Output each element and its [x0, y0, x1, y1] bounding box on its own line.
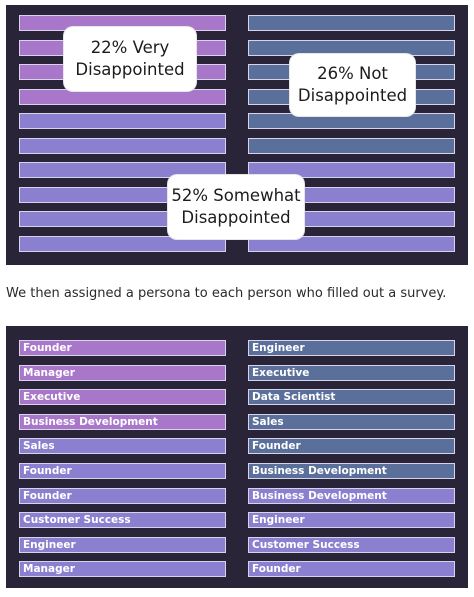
- persona-label: Business Development: [252, 489, 387, 502]
- persona-bar: Business Development: [19, 413, 226, 430]
- response-bar: [19, 162, 226, 178]
- persona-label: Founder: [23, 465, 72, 477]
- persona-bar: Engineer: [248, 512, 455, 529]
- persona-bar: Manager: [19, 561, 226, 578]
- persona-label: Business Development: [252, 465, 387, 477]
- left-persona-column: Founder Manager Executive Business Developm…: [19, 326, 226, 588]
- somewhat-disappointed-text: 52% Somewhat Disappointed: [171, 186, 301, 227]
- persona-label: Engineer: [252, 514, 305, 527]
- persona-label: Founder: [252, 440, 301, 453]
- response-bar: [248, 235, 455, 252]
- response-bar: [19, 235, 226, 252]
- persona-label: Sales: [23, 440, 55, 453]
- persona-label: Sales: [252, 415, 284, 428]
- persona-bar: Founder: [248, 561, 455, 578]
- persona-label: Data Scientist: [252, 391, 336, 404]
- very-disappointed-callout: 22% Very Disappointed: [64, 27, 196, 91]
- persona-bar: Sales: [19, 438, 226, 455]
- persona-label: Executive: [252, 366, 310, 379]
- not-disappointed-callout: 26% Not Disappointed: [290, 54, 415, 116]
- persona-bar: Data Scientist: [248, 389, 455, 406]
- response-bar: [19, 137, 226, 154]
- right-persona-column: Engineer Executive Data Scientist Sales Foun…: [248, 326, 455, 588]
- response-bar: [248, 162, 455, 178]
- persona-bar: Engineer: [248, 340, 455, 356]
- persona-bar: Engineer: [19, 536, 226, 553]
- response-bar: [248, 15, 455, 31]
- persona-label: Manager: [23, 563, 75, 576]
- persona-bar: Executive: [248, 364, 455, 381]
- persona-bar: Founder: [19, 463, 226, 479]
- response-bar: [248, 137, 455, 154]
- persona-label: Business Development: [23, 415, 158, 428]
- persona-bar: Customer Success: [19, 512, 226, 529]
- persona-label: Founder: [23, 489, 72, 502]
- response-bar: [19, 113, 226, 129]
- persona-bar: Executive: [19, 389, 226, 406]
- persona-grid-panel: Founder Manager Executive Business Developm…: [6, 326, 468, 588]
- not-disappointed-text: 26% Not Disappointed: [297, 64, 408, 105]
- disappointment-grid-panel: 22% Very Disappointed 26% Not Disappoint…: [6, 5, 468, 265]
- persona-bar: Customer Success: [248, 536, 455, 553]
- very-disappointed-text: 22% Very Disappointed: [75, 38, 185, 79]
- persona-label: Manager: [23, 366, 75, 379]
- persona-label: Customer Success: [252, 538, 360, 551]
- persona-label: Customer Success: [23, 514, 131, 527]
- persona-label: Founder: [252, 563, 301, 576]
- persona-label: Engineer: [23, 538, 76, 551]
- persona-bar: Founder: [19, 340, 226, 356]
- caption-text: We then assigned a persona to each perso…: [6, 286, 447, 301]
- persona-bar: Founder: [19, 487, 226, 504]
- persona-label: Engineer: [252, 342, 305, 354]
- somewhat-disappointed-callout: 52% Somewhat Disappointed: [168, 175, 304, 239]
- persona-bar: Founder: [248, 438, 455, 455]
- persona-label: Founder: [23, 342, 72, 354]
- persona-bar: Business Development: [248, 487, 455, 504]
- persona-bar: Sales: [248, 413, 455, 430]
- persona-bar: Manager: [19, 364, 226, 381]
- persona-label: Executive: [23, 391, 81, 404]
- persona-bar: Business Development: [248, 463, 455, 479]
